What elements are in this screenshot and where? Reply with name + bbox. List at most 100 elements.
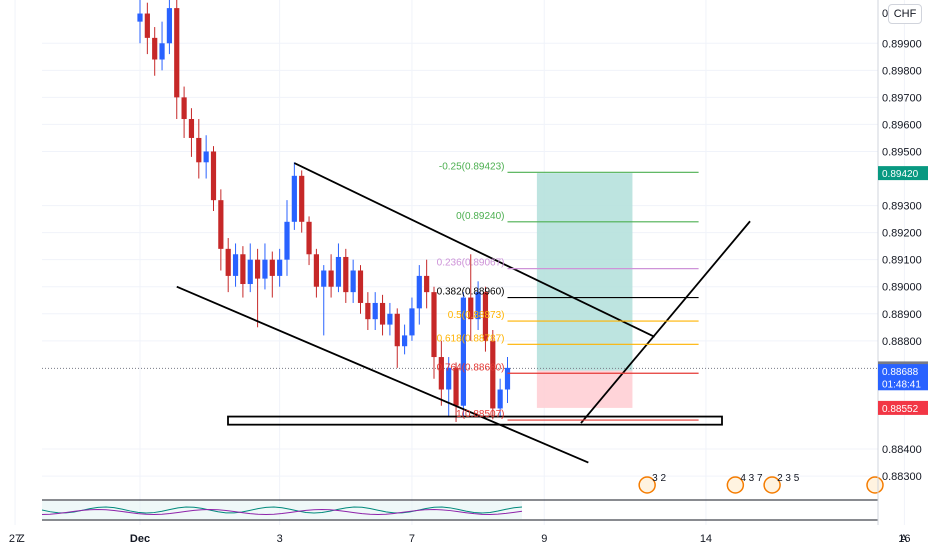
candle-body <box>321 270 327 287</box>
event-marker-icon <box>638 476 656 494</box>
price-axis[interactable]: 0.89900 0.89800 0.89700 0.89600 0.89500 0.893… <box>877 0 928 525</box>
price-tick-label: 0.88800 <box>882 336 922 348</box>
price-badge <box>878 364 928 379</box>
candle-body <box>218 200 224 249</box>
candle-body <box>497 389 503 409</box>
indicator-line-1 <box>41 506 523 514</box>
price-badge-label: 01:48:41 <box>882 379 921 390</box>
candle-body <box>409 308 415 336</box>
time-tick-label: 9 <box>541 533 547 545</box>
price-tick-label: 0.89700 <box>882 92 922 104</box>
fib-label-0.5: 0.5(0.88873) <box>448 310 505 321</box>
price-badge <box>878 166 928 181</box>
position-zones <box>42 173 878 408</box>
price-tick-label: 0.89200 <box>882 228 922 240</box>
candle-body <box>468 297 474 320</box>
profit-zone <box>536 173 633 371</box>
candle-body <box>313 254 319 287</box>
candle-body <box>387 313 393 325</box>
candle-body <box>490 340 496 409</box>
event-marker-label: 3 2 <box>652 473 666 484</box>
event-marker-icon <box>763 476 781 494</box>
price-tick-label: 0.89000 <box>882 282 922 294</box>
candle-body <box>277 259 283 276</box>
fib-label-0.236: 0.236(0.89067) <box>437 258 505 269</box>
candle-body <box>262 259 268 279</box>
candle-body <box>394 313 400 347</box>
candle-body <box>291 175 297 222</box>
price-badge-label: 0.88688 <box>882 367 919 378</box>
time-tick-label: 3 <box>277 533 283 545</box>
candle-body <box>328 270 334 287</box>
candle-body <box>255 259 261 279</box>
candle-body <box>240 254 246 285</box>
candle-body <box>225 248 231 276</box>
fib-label-0.764: 0.764(0.88680) <box>437 362 505 373</box>
candle-body <box>284 221 290 260</box>
candle-body <box>203 151 209 163</box>
corner-left-label[interactable]: Z <box>18 533 25 545</box>
candle-series <box>137 0 511 422</box>
price-tick-label: 0.88300 <box>882 471 922 483</box>
candle-body <box>446 367 452 390</box>
candle-body <box>343 256 349 293</box>
time-tick-label: 14 <box>700 533 712 545</box>
candle-body <box>357 270 364 303</box>
candle-body <box>372 302 378 320</box>
fib-label-0: 0(0.89240) <box>456 211 504 222</box>
candle-body <box>350 270 356 293</box>
candle-body <box>144 13 150 38</box>
price-badge-label: 0.89420 <box>882 169 919 180</box>
price-tick-label: 0.88400 <box>882 444 922 456</box>
price-badge <box>878 400 928 415</box>
event-marker-icon <box>866 476 884 494</box>
price-tick-label: 0.89900 <box>882 38 922 50</box>
event-marker-label: 2 3 5 <box>777 473 800 484</box>
candle-body <box>504 367 511 390</box>
price-tick-label: 0.89100 <box>882 255 922 267</box>
candle-body <box>181 97 187 120</box>
currency-button[interactable]: CHF <box>888 4 922 24</box>
candle-body <box>188 119 195 138</box>
price-badge-label: 0.88552 <box>882 404 919 415</box>
candle-body <box>210 151 217 201</box>
support-zone-box <box>227 415 723 426</box>
indicator-line-2 <box>41 508 523 516</box>
candle-body <box>247 259 253 285</box>
price-tick-label: 0.88900 <box>882 309 922 321</box>
candle-body <box>424 275 430 293</box>
candle-body <box>152 37 158 60</box>
price-tick-label: 0.89600 <box>882 119 922 131</box>
loss-zone <box>536 370 633 408</box>
time-tick-label: 16 <box>898 533 910 545</box>
channel-lower-line <box>176 285 589 464</box>
corner-right-label[interactable]: A <box>900 533 908 545</box>
drawings <box>176 162 751 464</box>
fib-label-0.618: 0.618(0.88787) <box>437 333 505 344</box>
fib-label-0.382: 0.382(0.88960) <box>437 287 505 298</box>
time-tick-label: 7 <box>409 533 415 545</box>
price-tick-label: 0.89500 <box>882 146 922 158</box>
candle-body <box>402 335 408 347</box>
candle-body <box>379 302 386 325</box>
candle-body <box>335 256 342 287</box>
channel-upper-line <box>293 162 655 338</box>
event-markers: 3 2 4 3 7 2 3 5 <box>638 473 884 494</box>
candle-body <box>453 367 459 406</box>
candle-body <box>431 292 437 358</box>
price-badge <box>878 376 928 391</box>
price-tick-label: 0.89800 <box>882 65 922 77</box>
price-tick-label: 0.89300 <box>882 201 922 213</box>
candle-body <box>460 297 466 406</box>
time-axis[interactable]: 27Dec37914162123 <box>9 533 932 545</box>
time-tick-label: 27 <box>9 533 21 545</box>
candle-body <box>416 275 422 309</box>
candle-body <box>299 175 305 222</box>
candle-body <box>365 302 371 320</box>
candle-body <box>174 8 180 98</box>
candle-body <box>232 254 239 276</box>
fib-label-1: 1(0.88507) <box>456 409 504 420</box>
candle-body <box>475 292 481 320</box>
time-tick-label: Dec <box>130 533 150 545</box>
